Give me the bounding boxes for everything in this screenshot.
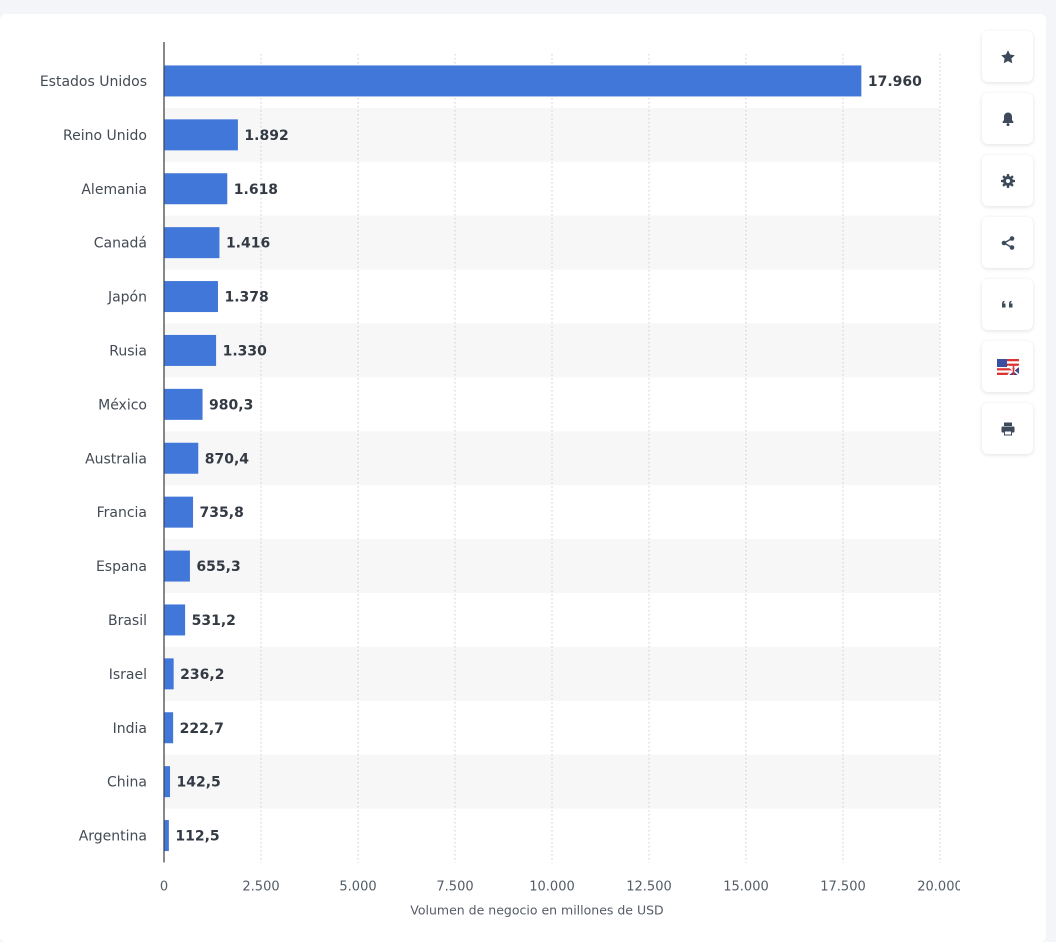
row-band: [164, 754, 940, 809]
notification-button[interactable]: [982, 93, 1033, 144]
settings-button[interactable]: [982, 155, 1033, 206]
category-label: Japón: [107, 290, 147, 306]
bar[interactable]: [164, 227, 220, 259]
value-label: 236,2: [180, 667, 224, 683]
category-label: Israel: [109, 667, 147, 683]
bar[interactable]: [164, 442, 199, 474]
category-label: Reino Unido: [63, 128, 147, 144]
quote-icon: [1001, 300, 1012, 307]
gear-icon: [1000, 173, 1015, 188]
value-label: 112,5: [175, 829, 219, 845]
star-icon: [1000, 49, 1015, 63]
chart-toolbar: [982, 31, 1033, 465]
language-button[interactable]: [982, 341, 1033, 392]
x-tick-label: 0: [160, 880, 168, 895]
bar-chart: Estados Unidos 17.960 Reino Unido 1.892 Alem…: [40, 42, 960, 918]
x-axis-title: Volumen de negocio en millones de USD: [410, 903, 663, 918]
category-label: Espana: [96, 559, 147, 575]
category-label: Canadá: [94, 236, 147, 252]
bar[interactable]: [164, 496, 194, 528]
x-tick-label: 10.000: [529, 880, 575, 895]
value-label: 531,2: [192, 613, 236, 629]
value-label: 870,4: [205, 451, 250, 467]
print-icon: [1001, 422, 1014, 435]
favorite-button[interactable]: [982, 31, 1033, 82]
value-label: 17.960: [868, 74, 922, 90]
cite-button[interactable]: [982, 279, 1033, 330]
value-label: 1.892: [244, 128, 288, 144]
row-band: [164, 646, 940, 701]
chart-card: Estados Unidos 17.960 Reino Unido 1.892 Alem…: [0, 14, 1046, 942]
category-label: Australia: [85, 451, 147, 467]
bar[interactable]: [164, 712, 174, 744]
x-tick-label: 7.500: [436, 880, 473, 895]
value-label: 1.330: [223, 343, 268, 359]
x-tick-label: 15.000: [723, 880, 769, 895]
category-label: China: [107, 775, 147, 791]
category-label: Francia: [97, 505, 147, 521]
bell-icon: [1002, 112, 1013, 126]
category-label: India: [113, 721, 147, 737]
x-tick-label: 5.000: [339, 880, 376, 895]
value-label: 655,3: [196, 559, 240, 575]
share-button[interactable]: [982, 217, 1033, 268]
value-label: 735,8: [200, 505, 244, 521]
bar[interactable]: [164, 119, 238, 151]
category-label: Argentina: [79, 829, 147, 845]
value-label: 1.416: [226, 236, 270, 252]
bar[interactable]: [164, 65, 862, 97]
bar[interactable]: [164, 820, 169, 852]
x-tick-label: 17.500: [820, 880, 866, 895]
flag-icon: [996, 358, 1019, 375]
x-tick-label: 12.500: [626, 880, 672, 895]
value-label: 1.378: [224, 290, 268, 306]
bar[interactable]: [164, 604, 186, 636]
bar[interactable]: [164, 334, 217, 366]
category-label: Brasil: [108, 613, 147, 629]
print-button[interactable]: [982, 403, 1033, 454]
bar[interactable]: [164, 281, 218, 313]
category-label: México: [98, 397, 147, 413]
category-label: Alemania: [81, 182, 147, 198]
bar[interactable]: [164, 173, 228, 205]
value-label: 980,3: [209, 397, 253, 413]
value-label: 222,7: [180, 721, 224, 737]
value-label: 142,5: [177, 775, 221, 791]
share-icon: [1001, 235, 1014, 250]
x-tick-label: 2.500: [242, 880, 279, 895]
bar[interactable]: [164, 388, 203, 420]
bar[interactable]: [164, 658, 174, 690]
bar[interactable]: [164, 766, 171, 798]
category-label: Rusia: [109, 343, 147, 359]
value-label: 1.618: [234, 182, 278, 198]
x-tick-label: 20.000: [917, 880, 960, 895]
category-label: Estados Unidos: [40, 74, 147, 90]
bar[interactable]: [164, 550, 190, 582]
